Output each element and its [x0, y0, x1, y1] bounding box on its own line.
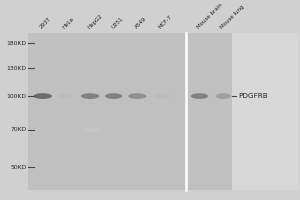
Ellipse shape [215, 93, 231, 99]
Text: 70KD: 70KD [10, 127, 26, 132]
Ellipse shape [58, 93, 72, 99]
Ellipse shape [128, 93, 147, 99]
Text: 130KD: 130KD [7, 66, 26, 71]
Text: 180KD: 180KD [7, 41, 26, 46]
Ellipse shape [34, 93, 52, 99]
Text: U251: U251 [110, 16, 124, 30]
Text: PDGFRB: PDGFRB [238, 93, 268, 99]
Text: MCF-7: MCF-7 [158, 15, 173, 30]
Text: 100KD: 100KD [7, 94, 26, 99]
Text: 50KD: 50KD [10, 165, 26, 170]
Text: A549: A549 [134, 17, 148, 30]
Ellipse shape [105, 93, 122, 99]
Ellipse shape [191, 93, 208, 99]
Ellipse shape [81, 93, 99, 99]
Bar [28, 33, 232, 190]
Text: 293T: 293T [39, 17, 52, 30]
Text: HepG2: HepG2 [86, 13, 103, 30]
Bar [232, 33, 298, 190]
Text: HeLa: HeLa [61, 17, 75, 30]
Ellipse shape [83, 128, 100, 132]
Ellipse shape [154, 93, 168, 99]
Ellipse shape [50, 128, 59, 132]
Text: Mouse brain: Mouse brain [196, 3, 224, 30]
Text: Mouse lung: Mouse lung [220, 4, 245, 30]
